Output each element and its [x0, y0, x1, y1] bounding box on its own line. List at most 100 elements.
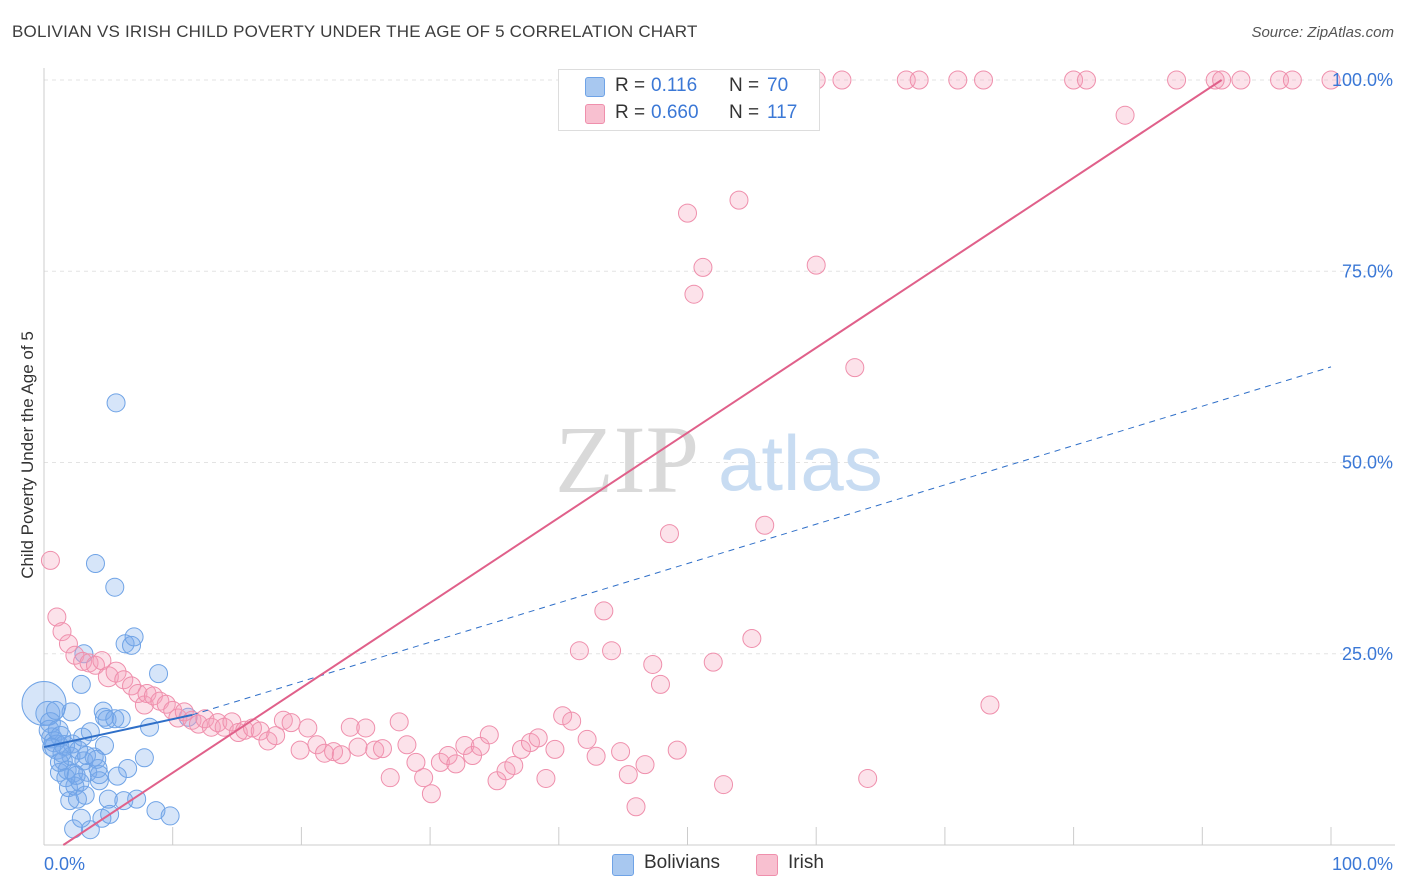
irish-point	[693, 257, 713, 277]
bolivians-point	[149, 664, 169, 684]
irish-point	[273, 710, 293, 730]
irish-point	[1205, 70, 1225, 90]
legend-swatch-bolivians	[612, 854, 634, 876]
irish-point	[455, 736, 475, 756]
bolivians-point	[94, 707, 114, 727]
irish-point	[667, 740, 687, 760]
irish-point	[528, 728, 548, 748]
irish-point	[406, 752, 426, 772]
bolivians-point	[140, 717, 160, 737]
bolivians-point	[87, 749, 107, 769]
y-tick-label: 75.0%	[1342, 261, 1393, 281]
bolivians-point	[71, 674, 91, 694]
irish-point	[729, 190, 749, 210]
irish-point	[553, 706, 573, 726]
irish-point	[1115, 105, 1135, 125]
irish-point	[372, 739, 392, 759]
irish-point	[281, 713, 301, 733]
irish-point	[52, 622, 72, 642]
irish-point	[479, 725, 499, 745]
x-tick-label: 0.0%	[44, 854, 85, 874]
legend-r-label: R =	[615, 102, 646, 123]
irish-point	[678, 203, 697, 223]
irish-point	[397, 735, 417, 755]
bolivians-point	[146, 801, 166, 821]
bolivians-trend-extension	[191, 366, 1332, 716]
irish-point	[188, 714, 208, 734]
irish-point	[73, 651, 93, 671]
irish-point	[389, 712, 409, 732]
irish-point	[1231, 70, 1251, 90]
legend-r-label: R =	[615, 75, 646, 96]
trend-layer	[43, 79, 1332, 846]
source-label: Source: ZipAtlas.com	[1251, 24, 1394, 41]
legend-swatch-irish	[585, 104, 605, 124]
bolivians-point	[61, 702, 81, 722]
irish-point	[845, 358, 865, 378]
irish-point	[446, 754, 466, 774]
irish-point	[714, 775, 734, 795]
bolivians-point	[66, 765, 86, 785]
bolivians-point	[118, 759, 138, 778]
irish-point	[331, 745, 351, 765]
bolivians-point	[60, 791, 80, 811]
irish-point	[1282, 70, 1302, 90]
irish-point	[356, 718, 376, 738]
bolivians-point	[97, 710, 117, 730]
y-tick-label: 100.0%	[1332, 70, 1393, 90]
legend-row-irish: R = 0.660 N = 117	[559, 100, 819, 126]
irish-point	[896, 70, 916, 90]
bolivians-point	[89, 771, 109, 791]
watermark-atlas: atlas	[718, 419, 883, 507]
irish-point	[755, 515, 775, 535]
legend-item-irish[interactable]: Irish	[756, 852, 846, 878]
legend-swatch-bolivians	[585, 77, 605, 97]
bolivians-point	[69, 740, 89, 760]
irish-point	[324, 742, 344, 762]
irish-point	[858, 768, 878, 788]
legend-n-label: N =	[729, 75, 760, 96]
irish-point	[266, 726, 286, 746]
irish-point	[1270, 70, 1290, 90]
irish-point	[806, 255, 826, 275]
legend-row-bolivians: R = 0.116 N = 70	[559, 73, 819, 99]
bolivians-point	[98, 789, 118, 809]
irish-point	[974, 70, 994, 90]
irish-point	[643, 654, 663, 674]
irish-point	[618, 765, 638, 785]
irish-point	[250, 721, 270, 741]
legend-n-value: 117	[767, 102, 798, 123]
irish-point	[980, 695, 1000, 715]
irish-point	[58, 634, 78, 654]
irish-point	[586, 746, 606, 766]
irish-point	[569, 641, 589, 661]
irish-point	[684, 284, 704, 304]
watermark-zip: ZIP	[555, 406, 699, 513]
bolivians-point	[75, 785, 95, 805]
bolivians-point	[105, 709, 125, 729]
irish-point	[1076, 70, 1096, 90]
irish-point	[380, 768, 400, 788]
irish-point	[430, 752, 450, 772]
axis-layer: 25.0% 50.0% 75.0% 100.0% 0.0% 100.0%	[44, 70, 1393, 874]
chart-title: BOLIVIAN VS IRISH CHILD POVERTY UNDER TH…	[12, 22, 698, 41]
bolivians-point	[160, 806, 180, 826]
legend-n-value: 70	[767, 75, 789, 96]
irish-point	[1321, 70, 1341, 90]
legend-n-label: N =	[729, 102, 760, 123]
irish-point	[1167, 70, 1187, 90]
irish-trend-line	[62, 79, 1223, 846]
bolivians-point	[106, 393, 126, 413]
bolivians-point	[49, 762, 69, 782]
irish-point	[611, 742, 631, 762]
irish-point	[504, 755, 524, 775]
legend-label-irish: Irish	[788, 852, 824, 873]
irish-point	[298, 718, 318, 738]
irish-point	[47, 607, 67, 627]
irish-point	[635, 755, 655, 775]
irish-point	[650, 674, 670, 694]
bolivians-point	[21, 680, 67, 726]
y-tick-label: 25.0%	[1342, 644, 1393, 664]
legend-item-bolivians[interactable]: Bolivians	[612, 852, 742, 878]
